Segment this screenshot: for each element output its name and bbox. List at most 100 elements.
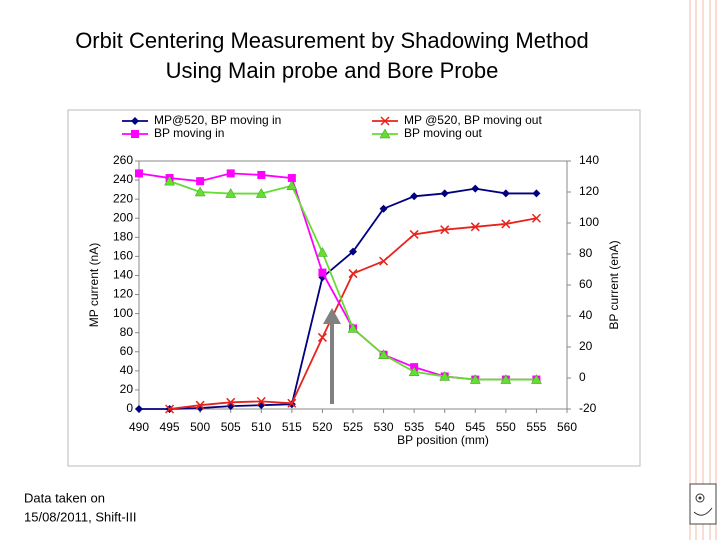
marker (439, 370, 451, 381)
marker (164, 175, 175, 186)
note: 15/08/2011, Shift-III (24, 509, 137, 524)
x-tick-label: 520 (312, 420, 332, 434)
note: Data taken on (24, 490, 105, 505)
marker (408, 366, 420, 377)
y2-tick-label: 140 (579, 153, 599, 167)
x-tick-label: 495 (160, 420, 180, 434)
y-tick-label: 200 (113, 210, 133, 224)
marker (195, 400, 205, 410)
x-tick-label: 545 (465, 420, 485, 434)
y-tick-label: 220 (113, 191, 133, 205)
legend-label: BP moving out (404, 126, 482, 140)
marker (379, 256, 389, 266)
y2-tick-label: 120 (579, 184, 599, 198)
chart-frame (67, 109, 641, 467)
marker (349, 247, 357, 256)
x-tick-label: 555 (526, 420, 546, 434)
x-tick-label: 530 (374, 420, 394, 434)
marker (531, 213, 541, 223)
marker (532, 189, 541, 198)
marker (196, 177, 205, 186)
y-tick-label: 140 (113, 268, 133, 282)
marker (287, 398, 297, 408)
side-decoration (689, 0, 717, 540)
marker (378, 349, 389, 359)
marker (348, 269, 358, 279)
slide-title: Using Main probe and Bore Probe (166, 58, 499, 83)
logo (689, 483, 717, 525)
legend-label: MP @520, BP moving out (404, 113, 542, 127)
y2-axis-title: BP current (enA) (607, 240, 621, 329)
marker (470, 222, 480, 232)
marker (531, 374, 542, 384)
marker (225, 188, 237, 198)
marker (379, 204, 388, 213)
y2-tick-label: 100 (579, 215, 599, 229)
slide-title: Orbit Centering Measurement by Shadowing… (75, 28, 589, 53)
marker (194, 186, 206, 197)
marker (135, 169, 143, 178)
x-tick-label: 505 (221, 420, 241, 434)
marker (471, 184, 480, 193)
y-tick-label: 260 (113, 153, 133, 167)
marker (226, 397, 236, 407)
y2-tick-label: 80 (579, 246, 593, 260)
marker (257, 170, 266, 179)
marker (380, 116, 390, 126)
marker (440, 189, 449, 198)
marker (440, 225, 450, 235)
legend-label: MP@520, BP moving in (154, 113, 281, 127)
marker (317, 332, 327, 342)
chart: 0 20 40 60 80 100 120 140 160 180 200 220 240 260 -20 0… (113, 113, 599, 434)
y2-tick-label: 40 (579, 308, 593, 322)
marker (347, 322, 359, 333)
y-tick-label: 100 (113, 306, 133, 320)
marker (135, 405, 143, 413)
y-axis-title: MP current (nA) (87, 243, 101, 327)
marker (255, 188, 267, 198)
y-tick-label: 20 (120, 382, 134, 396)
y2-tick-label: 20 (579, 339, 593, 353)
y-tick-label: 160 (113, 249, 133, 263)
marker (410, 192, 419, 201)
marker (501, 219, 511, 229)
y-tick-label: 180 (113, 229, 133, 243)
marker (287, 174, 296, 183)
marker (286, 180, 298, 191)
y2-tick-label: 60 (579, 277, 593, 291)
marker (409, 229, 419, 239)
marker (501, 189, 510, 198)
x-axis-title: BP position (mm) (397, 433, 489, 447)
marker (500, 374, 512, 384)
legend-label: BP moving in (154, 126, 224, 140)
x-tick-label: 510 (251, 420, 271, 434)
x-tick-label: 550 (496, 420, 516, 434)
y-tick-label: 40 (120, 363, 134, 377)
marker (131, 117, 139, 125)
marker (226, 169, 235, 178)
y-tick-label: 120 (113, 287, 133, 301)
marker (256, 396, 266, 406)
marker (469, 374, 481, 384)
x-tick-label: 535 (404, 420, 424, 434)
arrow (323, 308, 341, 404)
marker (317, 246, 328, 257)
y2-tick-label: 0 (579, 370, 586, 384)
series-line (139, 187, 537, 410)
y-tick-label: 80 (120, 325, 134, 339)
x-tick-label: 490 (129, 420, 149, 434)
y-tick-label: 240 (113, 172, 133, 186)
marker (318, 268, 327, 277)
x-tick-label: 525 (343, 420, 363, 434)
marker (131, 130, 139, 138)
x-tick-label: 540 (435, 420, 455, 434)
y2-tick-label: -20 (579, 401, 597, 415)
marker (165, 404, 175, 414)
y-tick-label: 0 (126, 401, 133, 415)
marker (379, 128, 391, 139)
x-tick-label: 500 (190, 420, 210, 434)
x-tick-label: 515 (282, 420, 302, 434)
x-tick-label: 560 (557, 420, 577, 434)
y-tick-label: 60 (120, 344, 134, 358)
